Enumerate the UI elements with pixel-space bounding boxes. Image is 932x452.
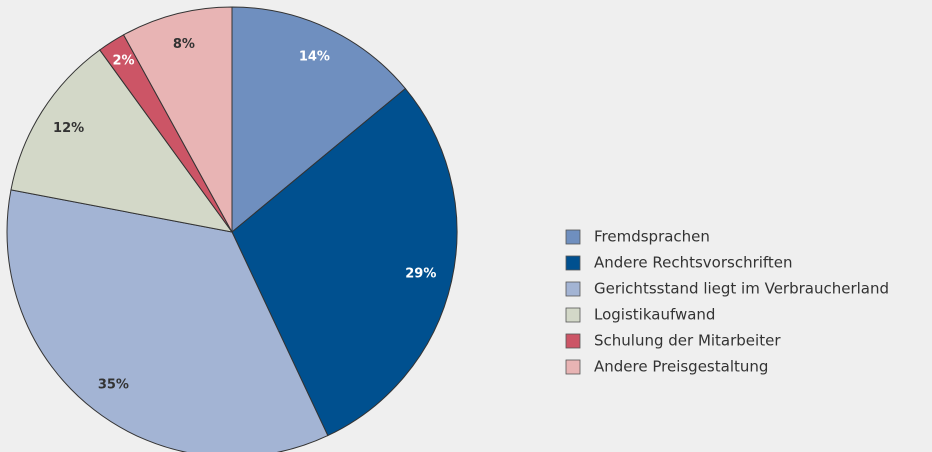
- pie-slice: [122, 6, 233, 233]
- pie-slice: [10, 49, 234, 233]
- legend-swatch: [565, 255, 581, 271]
- pie-slice: [6, 189, 329, 452]
- legend-swatch: [565, 333, 581, 349]
- pie-slice: [231, 6, 407, 234]
- legend-swatch: [565, 359, 581, 375]
- slice-label: 14%: [299, 49, 330, 64]
- legend-swatch: [565, 229, 581, 245]
- legend-label: Schulung der Mitarbeiter: [594, 332, 781, 350]
- legend-label: Gerichtsstand liegt im Verbraucherland: [594, 280, 889, 298]
- legend-swatch: [565, 281, 581, 297]
- slice-label: 2%: [112, 54, 134, 69]
- slice-label: 35%: [98, 377, 129, 392]
- slice-label: 29%: [405, 267, 436, 282]
- legend-swatch: [565, 307, 581, 323]
- legend-label: Fremdsprachen: [594, 228, 710, 246]
- pie-slice: [231, 87, 458, 437]
- legend-label: Andere Preisgestaltung: [594, 358, 768, 376]
- slice-label: 8%: [173, 37, 195, 52]
- legend-label: Andere Rechtsvorschriften: [594, 254, 793, 272]
- legend-label: Logistikaufwand: [594, 306, 715, 324]
- slice-label: 12%: [53, 121, 84, 136]
